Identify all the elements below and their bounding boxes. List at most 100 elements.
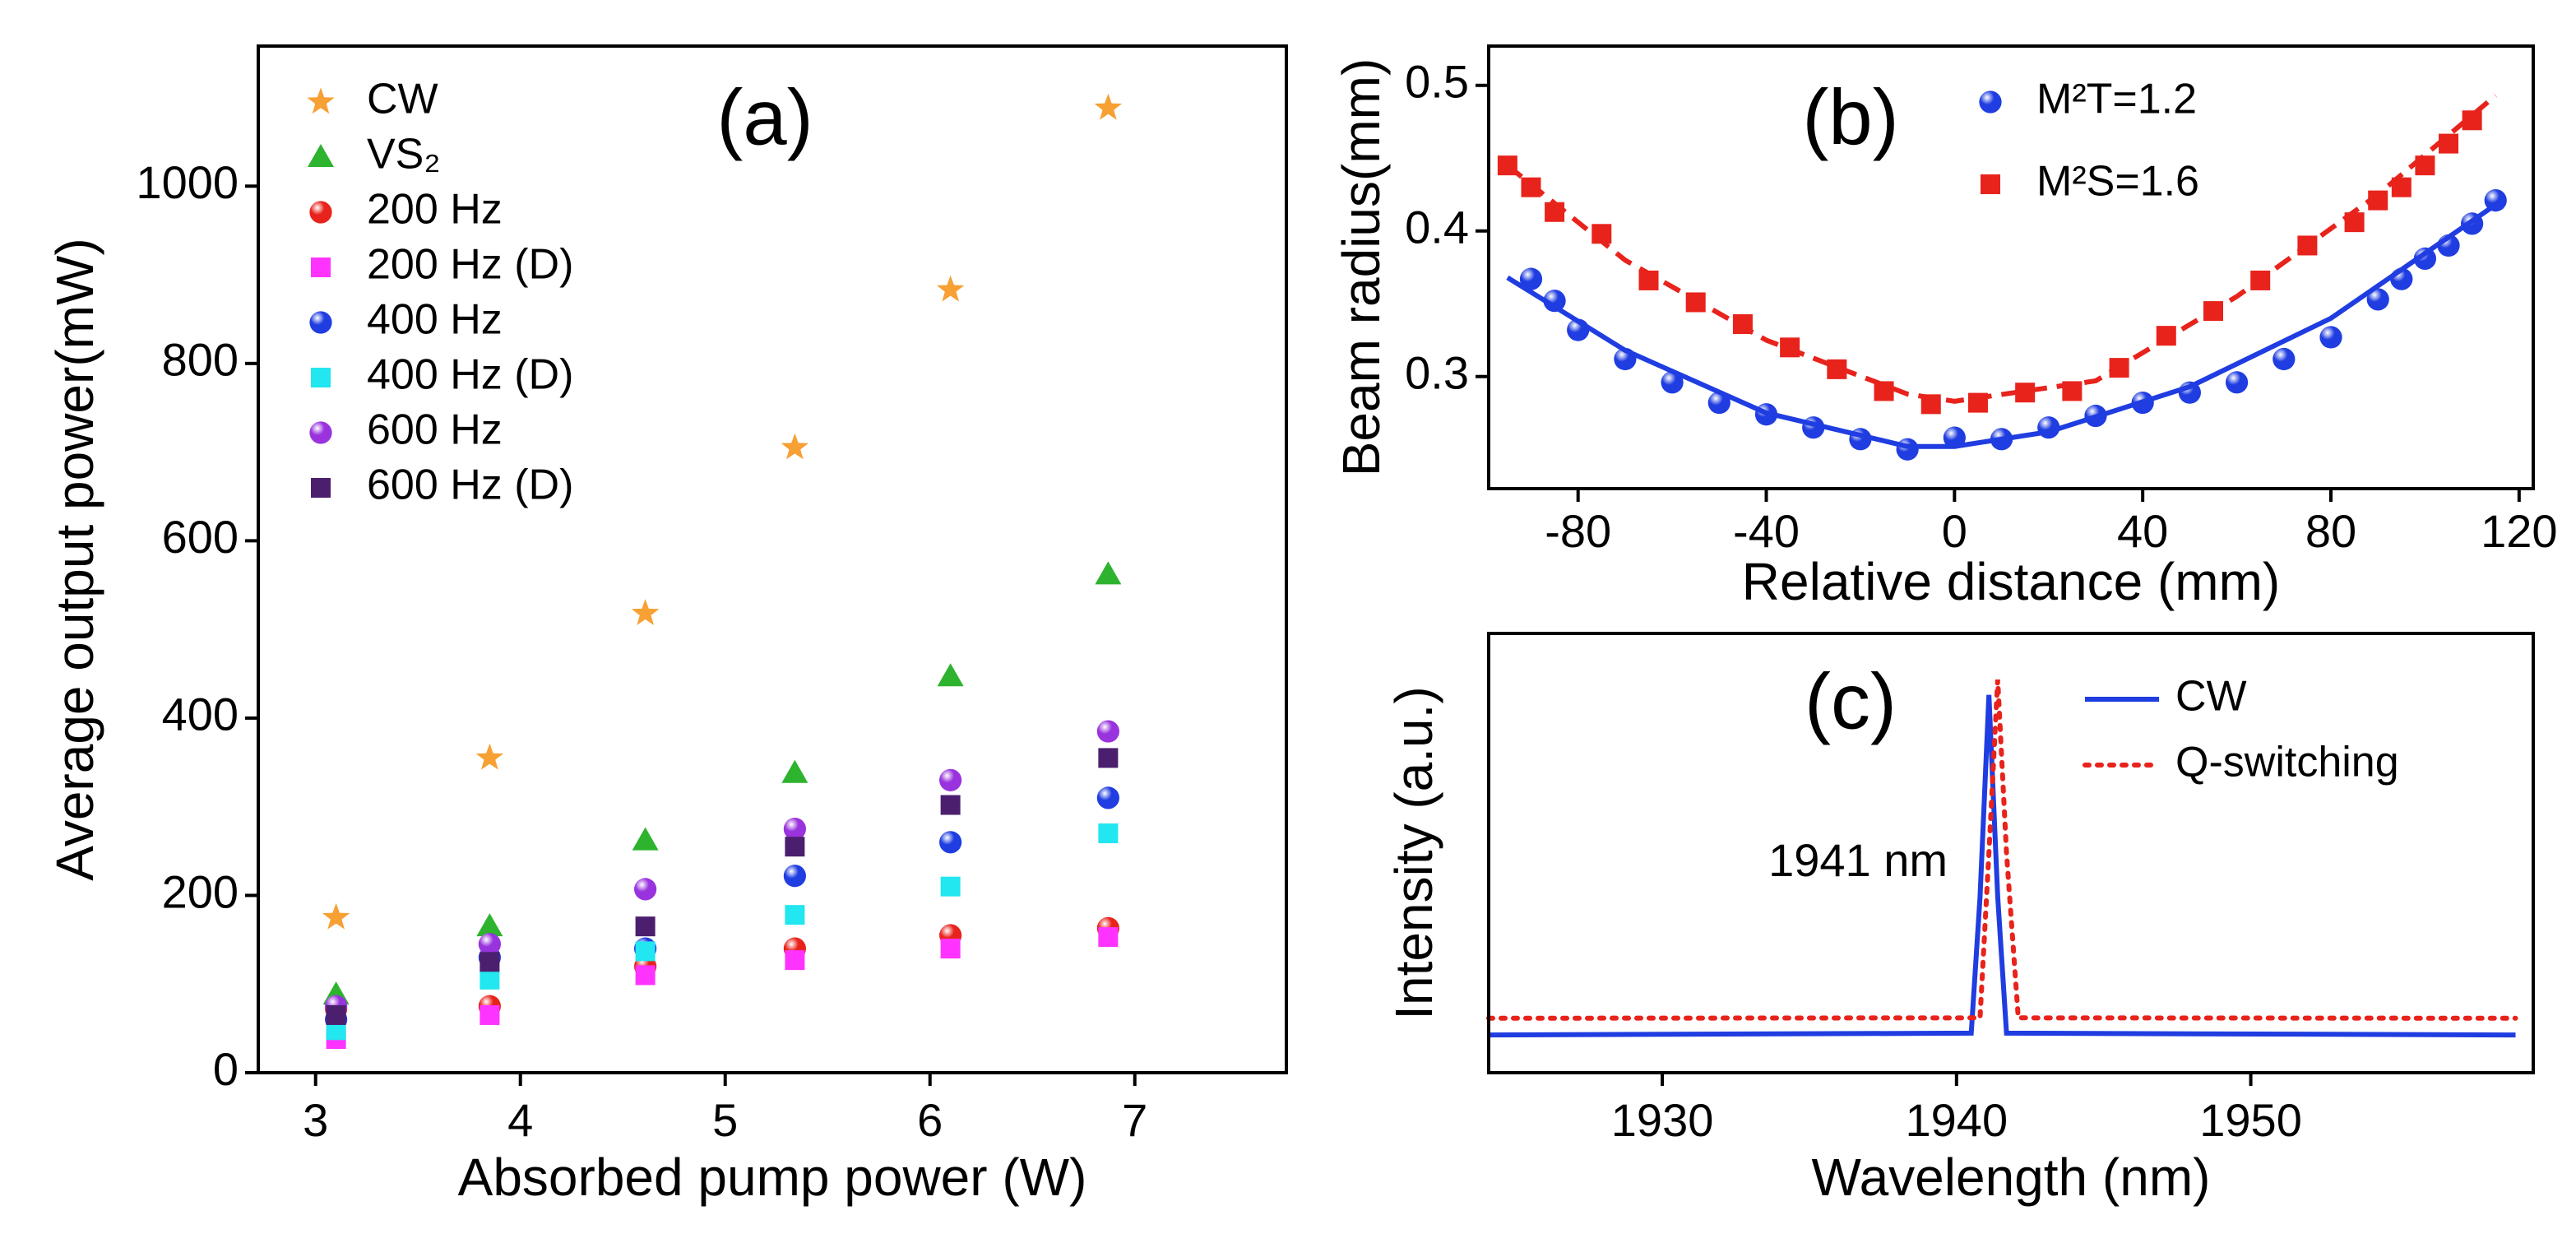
square-marker	[1098, 927, 1119, 948]
square-marker	[311, 478, 331, 498]
y-tick-label: 0	[213, 1043, 239, 1095]
x-tick-label: 6	[917, 1094, 943, 1146]
sphere-marker	[478, 933, 501, 956]
y-tick-label: 0.4	[1405, 202, 1469, 253]
x-tick-label: 1940	[1906, 1094, 2008, 1146]
series-line	[1506, 93, 2498, 404]
square-marker	[311, 368, 331, 387]
x-tick-label: 80	[2305, 505, 2356, 557]
legend-label: 400 Hz (D)	[367, 351, 573, 399]
square-marker	[1098, 748, 1119, 768]
star-marker	[781, 433, 809, 460]
sphere-marker	[1979, 90, 2002, 114]
legend-label: CW	[2175, 673, 2247, 721]
triangle-marker	[781, 759, 808, 783]
y-tick-label: 0.5	[1405, 56, 1469, 108]
x-tick-label: -80	[1545, 505, 1611, 557]
triangle-marker	[476, 913, 503, 937]
plot-frame	[1487, 44, 2535, 490]
sphere-marker	[634, 878, 657, 901]
star-marker	[631, 599, 660, 625]
panel-label: (a)	[716, 73, 813, 161]
x-axis-title: Wavelength (nm)	[1812, 1148, 2211, 1207]
y-tick-label: 1000	[136, 156, 239, 208]
x-tick-label: 3	[303, 1094, 328, 1146]
x-tick-label: 7	[1122, 1094, 1147, 1146]
y-tick-label: 600	[162, 511, 239, 563]
square-marker	[1098, 823, 1119, 844]
sphere-marker	[1543, 290, 1566, 313]
sphere-marker	[2225, 371, 2249, 394]
legend-label: 600 Hz (D)	[367, 461, 573, 509]
sphere-marker	[939, 768, 962, 791]
x-tick-label: 1950	[2199, 1094, 2302, 1146]
x-axis-title: Relative distance (mm)	[1742, 552, 2280, 611]
square-marker	[480, 969, 500, 990]
y-tick-label: 800	[162, 334, 239, 386]
sphere-marker	[2366, 288, 2389, 311]
square-marker	[635, 965, 656, 986]
plot-frame	[257, 44, 1288, 1074]
y-tick-label: 200	[162, 865, 239, 917]
square-marker	[785, 905, 805, 925]
legend-label: VS₂	[367, 131, 441, 179]
legend-label: M²S=1.6	[2036, 158, 2199, 206]
square-marker	[326, 1004, 346, 1025]
sphere-marker	[1096, 786, 1119, 809]
triangle-marker	[1095, 561, 1122, 585]
sphere-marker	[2413, 247, 2437, 270]
sphere-marker	[783, 865, 806, 888]
sphere-marker	[783, 818, 806, 841]
series-line	[1486, 679, 2518, 1021]
square-marker	[785, 950, 805, 971]
series-line	[1506, 202, 2497, 449]
legend-label: 400 Hz	[367, 296, 503, 344]
square-marker	[480, 952, 500, 972]
square-marker	[940, 939, 961, 959]
sphere-marker	[309, 201, 332, 224]
square-marker	[940, 876, 961, 897]
x-tick-label: 120	[2481, 505, 2557, 557]
star-marker	[936, 275, 965, 302]
y-axis-title: Intensity (a.u.)	[1384, 686, 1443, 1020]
x-tick-label: 4	[507, 1094, 533, 1146]
sphere-marker	[309, 421, 332, 444]
star-marker	[475, 743, 504, 770]
square-marker	[940, 795, 961, 815]
sphere-marker	[2319, 326, 2342, 349]
sphere-marker	[1661, 371, 1684, 394]
x-tick-label: 5	[712, 1094, 738, 1146]
square-marker	[1981, 174, 2000, 194]
y-axis-title: Beam radius(mm)	[1332, 58, 1391, 477]
square-marker	[785, 837, 805, 857]
star-marker	[307, 87, 335, 114]
legend-label: Q-switching	[2175, 739, 2399, 786]
triangle-marker	[937, 663, 964, 687]
sphere-marker	[1096, 720, 1119, 743]
x-axis-title: Absorbed pump power (W)	[458, 1148, 1087, 1207]
star-marker	[1094, 93, 1123, 120]
x-tick-label: -40	[1733, 505, 1800, 557]
x-tick-label: 0	[1942, 505, 1967, 557]
square-marker	[311, 257, 331, 277]
legend-label: M²T=1.2	[2036, 76, 2197, 123]
legend-label: CW	[367, 76, 438, 123]
sphere-marker	[1896, 438, 1919, 461]
sphere-marker	[309, 311, 332, 334]
sphere-marker	[1519, 267, 1543, 290]
y-axis-title: Average output power(mW)	[45, 238, 104, 880]
x-tick-label: 1930	[1611, 1094, 1714, 1146]
star-marker	[322, 902, 350, 930]
series-line	[1488, 694, 2516, 1038]
triangle-marker	[308, 144, 334, 167]
y-tick-label: 0.3	[1405, 347, 1469, 399]
plot-frame	[1487, 632, 2535, 1074]
sphere-marker	[2273, 347, 2296, 371]
legend-label: 600 Hz	[367, 406, 503, 454]
legend-label: 200 Hz	[367, 186, 503, 234]
sphere-marker	[939, 831, 962, 854]
panel-label: (b)	[1802, 73, 1898, 161]
panel-label: (c)	[1805, 657, 1897, 745]
square-marker	[480, 1004, 500, 1025]
